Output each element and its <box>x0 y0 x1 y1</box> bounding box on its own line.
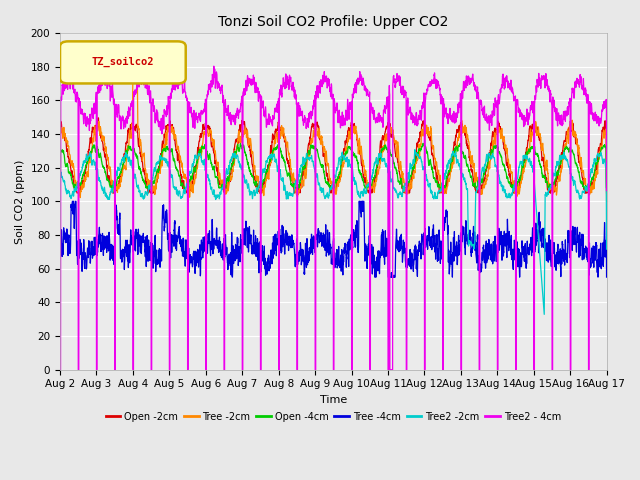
Tree2 -2cm <box>266 155 273 161</box>
Tree -4cm <box>56 274 64 279</box>
Tree -2cm <box>592 172 600 178</box>
Text: TZ_soilco2: TZ_soilco2 <box>92 57 154 67</box>
Tree2 -2cm <box>540 312 548 317</box>
Line: Open -4cm: Open -4cm <box>60 144 607 188</box>
Tree -2cm <box>129 55 137 61</box>
Tree -4cm <box>593 246 600 252</box>
Tree -4cm <box>290 241 298 247</box>
Tree -4cm <box>118 246 126 252</box>
Title: Tonzi Soil CO2 Profile: Upper CO2: Tonzi Soil CO2 Profile: Upper CO2 <box>218 15 449 29</box>
Tree2 - 4cm <box>118 113 126 119</box>
Open -4cm <box>419 141 427 146</box>
Y-axis label: Soil CO2 (ppm): Soil CO2 (ppm) <box>15 159 25 243</box>
Open -2cm <box>151 183 159 189</box>
Tree2 - 4cm <box>603 188 611 193</box>
Line: Tree -2cm: Tree -2cm <box>60 58 607 201</box>
Open -2cm <box>56 190 64 196</box>
Tree2 -2cm <box>118 158 126 164</box>
Tree2 -2cm <box>533 217 541 223</box>
Tree -4cm <box>228 274 236 280</box>
Tree2 - 4cm <box>56 367 64 372</box>
Tree -4cm <box>266 265 274 271</box>
Tree2 -2cm <box>151 168 159 173</box>
Open -4cm <box>289 182 297 188</box>
Open -4cm <box>266 159 273 165</box>
Tree -4cm <box>603 274 611 280</box>
Tree -2cm <box>56 198 64 204</box>
Open -4cm <box>603 185 611 191</box>
Open -4cm <box>151 178 159 184</box>
Tree -2cm <box>603 198 611 204</box>
Tree2 - 4cm <box>266 116 274 122</box>
Open -2cm <box>533 126 541 132</box>
Line: Tree -4cm: Tree -4cm <box>60 201 607 277</box>
Open -2cm <box>592 164 600 170</box>
Tree2 -2cm <box>603 246 611 252</box>
FancyBboxPatch shape <box>60 41 186 84</box>
Tree2 -2cm <box>593 158 600 164</box>
Tree -4cm <box>534 232 541 238</box>
Tree2 -2cm <box>289 191 297 196</box>
Tree -2cm <box>118 173 126 179</box>
Tree -2cm <box>151 191 159 196</box>
Open -2cm <box>603 190 611 196</box>
Tree2 - 4cm <box>533 76 541 82</box>
Tree2 - 4cm <box>210 63 218 69</box>
Tree -2cm <box>266 163 274 169</box>
Open -4cm <box>533 152 541 158</box>
Tree2 - 4cm <box>290 88 298 94</box>
Tree -4cm <box>68 198 76 204</box>
Line: Tree2 -2cm: Tree2 -2cm <box>60 150 607 314</box>
Tree2 - 4cm <box>151 111 159 117</box>
Line: Open -2cm: Open -2cm <box>60 118 607 193</box>
Tree -2cm <box>533 128 541 134</box>
Open -4cm <box>592 161 600 167</box>
Open -2cm <box>118 164 126 170</box>
Open -4cm <box>56 185 64 191</box>
Legend: Open -2cm, Tree -2cm, Open -4cm, Tree -4cm, Tree2 -2cm, Tree2 - 4cm: Open -2cm, Tree -2cm, Open -4cm, Tree -4… <box>102 408 564 425</box>
Open -4cm <box>118 164 126 170</box>
Open -2cm <box>266 163 274 168</box>
Line: Tree2 - 4cm: Tree2 - 4cm <box>60 66 607 370</box>
X-axis label: Time: Time <box>319 395 347 405</box>
Tree2 -2cm <box>56 248 64 254</box>
Tree2 - 4cm <box>592 118 600 124</box>
Tree -2cm <box>290 170 298 176</box>
Tree -4cm <box>151 238 159 243</box>
Tree2 -2cm <box>411 147 419 153</box>
Open -2cm <box>95 115 102 120</box>
Open -2cm <box>290 182 298 188</box>
